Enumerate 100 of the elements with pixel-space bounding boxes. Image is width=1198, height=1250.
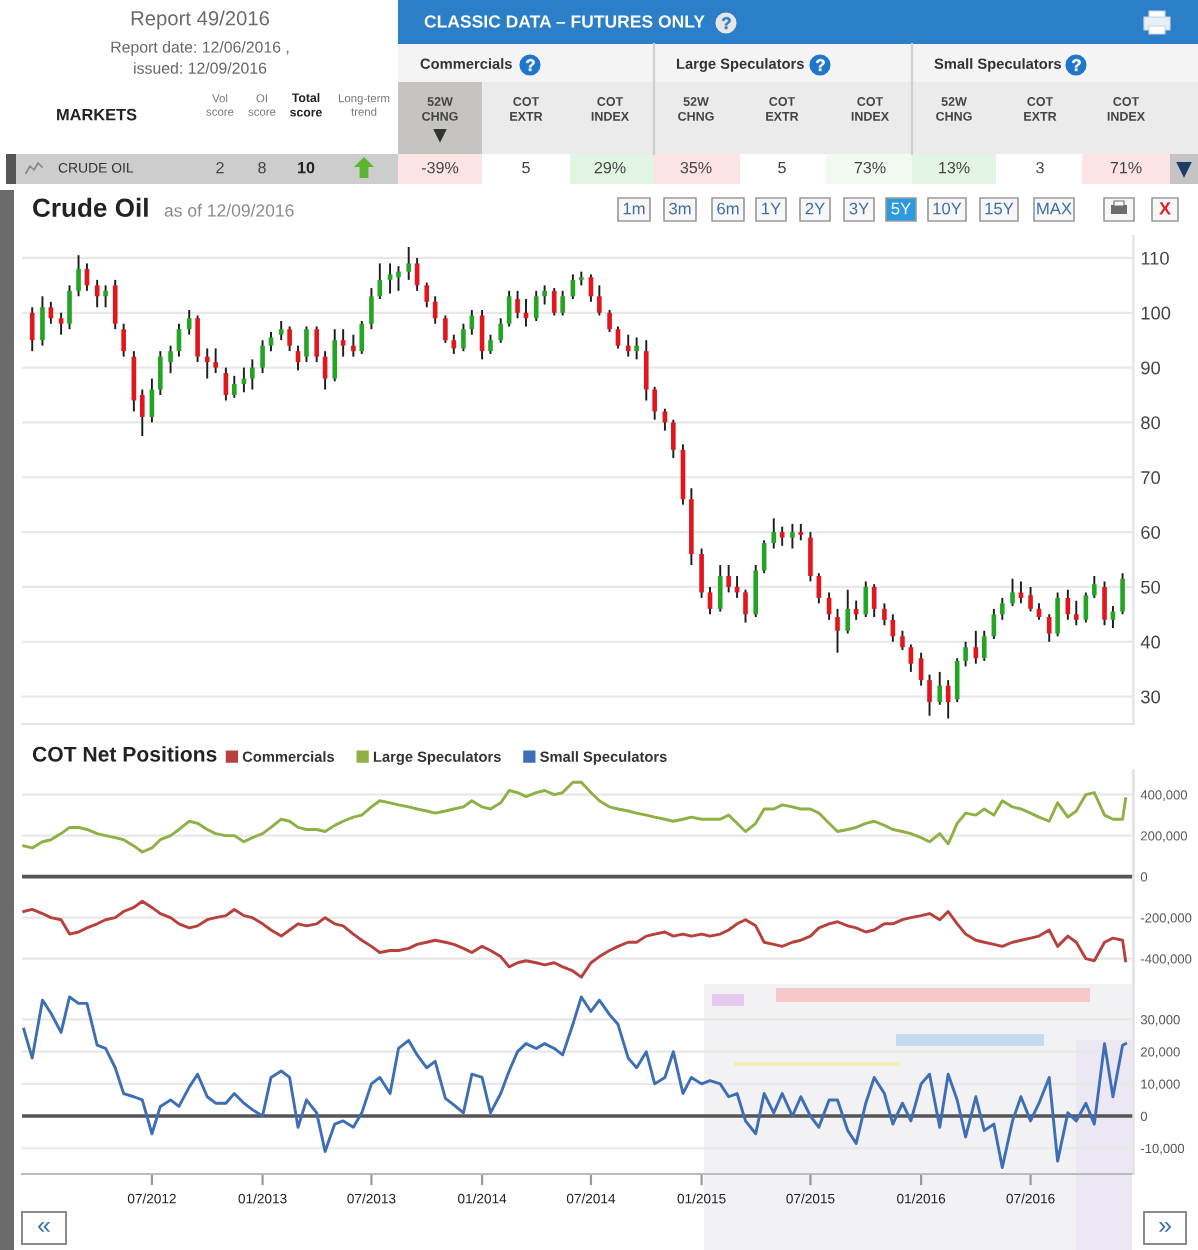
- candlestick: [250, 358, 255, 391]
- candlestick: [726, 564, 731, 594]
- text: MARKETS: [57, 108, 137, 121]
- text: 10Y: [933, 202, 962, 215]
- candlestick: [743, 588, 748, 624]
- candlestick: [340, 328, 346, 358]
- text: X: [1159, 202, 1171, 215]
- candlestick: [753, 564, 759, 619]
- candlestick: [643, 339, 649, 402]
- candlestick: [204, 347, 210, 380]
- candlestick: [158, 350, 163, 396]
- candlestick: [900, 629, 905, 651]
- candlestick: [443, 314, 448, 344]
- text: 1Y: [762, 202, 781, 215]
- y-tick-label: 70: [1141, 471, 1161, 485]
- text: 5: [778, 162, 786, 174]
- candlestick: [186, 309, 192, 336]
- candlestick: [1102, 580, 1107, 627]
- text: 3: [1036, 161, 1044, 174]
- y-tick-label: 30: [1141, 690, 1161, 704]
- candlestick: [671, 418, 676, 460]
- candlestick: [1120, 572, 1125, 616]
- text: 10: [298, 161, 315, 174]
- text: MAX: [1037, 202, 1072, 215]
- candlestick: [121, 322, 126, 358]
- candlestick: [369, 287, 374, 331]
- text: 2Y: [805, 202, 825, 215]
- candlestick: [498, 317, 504, 344]
- text: 13%: [939, 161, 970, 174]
- candlestick: [871, 583, 877, 619]
- text: -39%: [421, 161, 459, 174]
- candlestick: [1091, 574, 1097, 599]
- candlestick: [1046, 613, 1052, 643]
- candlestick: [1073, 599, 1079, 627]
- candlestick: [625, 333, 631, 358]
- line-series: [22, 995, 1128, 1170]
- text: 73%: [854, 161, 886, 174]
- text: 1m: [623, 202, 645, 215]
- text: 3m: [669, 202, 691, 215]
- candlestick: [515, 289, 520, 320]
- candlestick: [597, 284, 602, 317]
- text: 29%: [594, 161, 626, 174]
- candlestick: [551, 287, 557, 317]
- candlestick: [845, 588, 851, 635]
- candlestick: [461, 322, 466, 353]
- candlestick: [560, 289, 565, 317]
- candlestick: [488, 333, 493, 355]
- candlestick: [927, 673, 932, 717]
- candlestick: [287, 325, 292, 353]
- candlestick: [304, 325, 309, 364]
- candlestick: [76, 254, 81, 298]
- candlestick: [835, 607, 840, 654]
- candlestick: [963, 640, 968, 668]
- candlestick: [533, 289, 539, 322]
- text: 15Y: [985, 202, 1014, 215]
- text: »: [1159, 1221, 1171, 1232]
- candlestick: [387, 262, 393, 295]
- text: 5Y: [891, 202, 911, 215]
- chart-title: Crude Oil: [33, 197, 148, 218]
- text: 71%: [1110, 161, 1142, 174]
- candlestick: [1010, 577, 1015, 608]
- candlestick: [424, 281, 430, 309]
- chart-title: COT Net Positions: [32, 746, 217, 762]
- text: 3Y: [849, 202, 869, 215]
- candlestick: [1055, 591, 1060, 638]
- y-tick-label: 50: [1141, 580, 1161, 594]
- candlestick: [195, 314, 200, 364]
- candlestick: [634, 336, 639, 361]
- candlestick: [607, 309, 612, 333]
- candlestick: [213, 347, 218, 375]
- candlestick: [652, 385, 657, 421]
- text: 35%: [680, 161, 712, 174]
- candlestick: [937, 670, 943, 706]
- y-tick-label: 80: [1141, 416, 1161, 430]
- candlestick: [67, 284, 72, 331]
- candlestick: [112, 278, 118, 331]
- candlestick: [451, 333, 457, 355]
- candlestick: [359, 320, 365, 355]
- line-series: [22, 899, 1128, 979]
- candlestick: [268, 330, 274, 353]
- y-tick-label: 110: [1141, 251, 1169, 265]
- candlestick: [863, 580, 869, 619]
- y-tick-label: 90: [1141, 361, 1161, 375]
- chart-subtitle: as of 12/09/2016: [164, 203, 294, 217]
- candlestick: [139, 388, 145, 438]
- text: CLASSIC DATA – FUTURES ONLY: [424, 15, 705, 28]
- candlestick: [808, 531, 813, 583]
- candlestick: [278, 320, 284, 342]
- candlestick: [332, 328, 338, 383]
- candlestick: [260, 339, 265, 375]
- candlestick: [58, 311, 64, 336]
- candlestick: [717, 564, 723, 613]
- candlestick: [790, 522, 795, 550]
- candlestick: [1018, 580, 1024, 605]
- text: 8: [258, 161, 266, 174]
- candlestick: [954, 657, 960, 704]
- candlestick: [396, 265, 401, 292]
- candlestick: [231, 374, 237, 399]
- candlestick: [981, 629, 987, 662]
- line-series: [22, 780, 1128, 854]
